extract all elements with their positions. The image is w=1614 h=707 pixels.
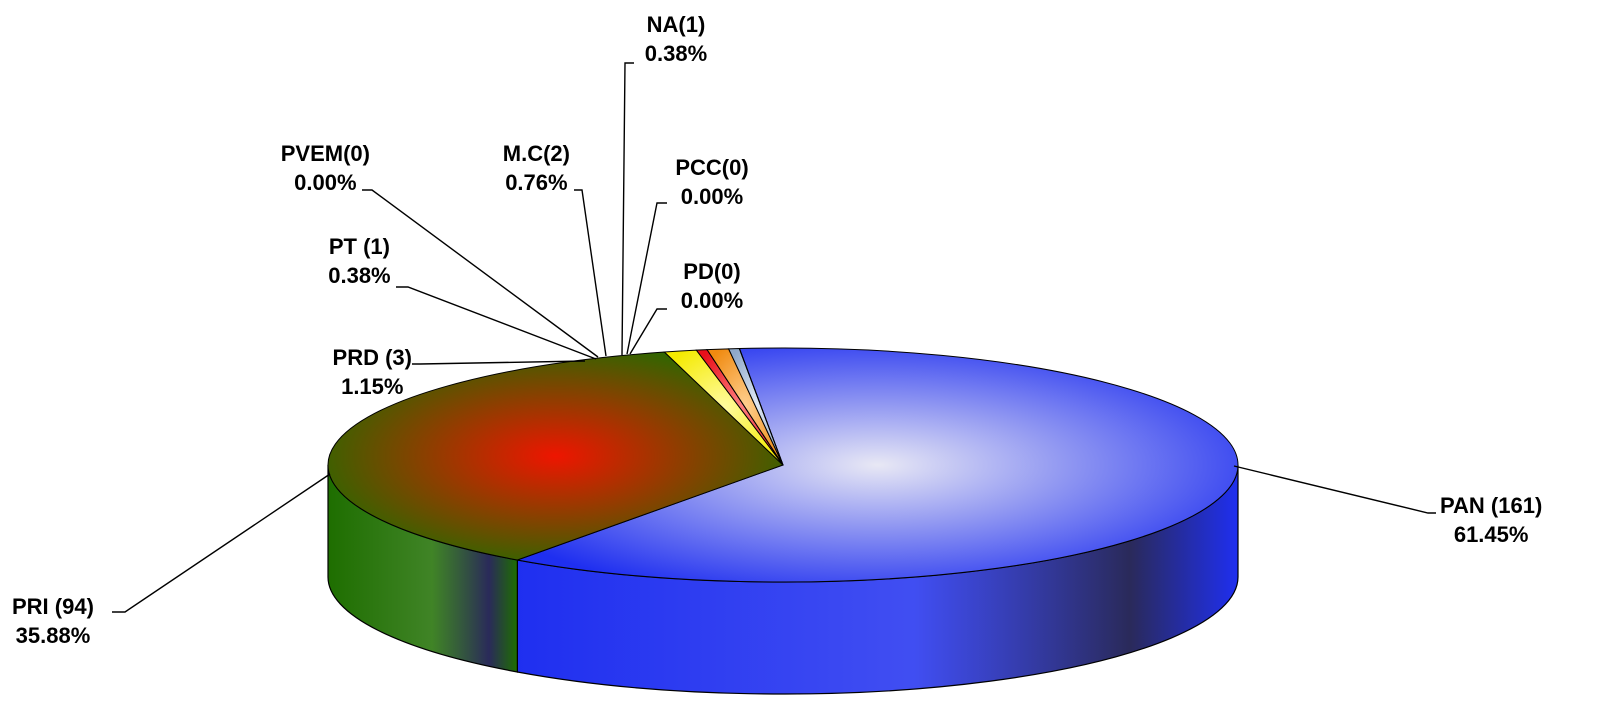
slice-labels: PAN (161) 61.45% PRI (94) 35.88% PRD (3) 1.15… (12, 12, 1542, 648)
slice-label-m-c: M.C(2) (503, 141, 570, 166)
leader-line-pri (112, 473, 331, 613)
slice-pri (327, 351, 784, 561)
slice-percent-pri: 35.88% (16, 623, 91, 648)
slice-pan (515, 347, 1239, 583)
slice-label-pd: PD(0) (683, 259, 740, 284)
slice-percent-pvem: 0.00% (294, 170, 356, 195)
leader-line-pvem (362, 189, 599, 358)
slice-label-pcc: PCC(0) (675, 155, 748, 180)
slice-percent-pd: 0.00% (681, 288, 743, 313)
leader-line-m-c (574, 189, 607, 357)
slice-na (727, 348, 784, 466)
slice-percent-pt: 0.38% (328, 263, 390, 288)
leader-lines (112, 62, 1436, 613)
slice-label-prd: PRD (3) (333, 345, 412, 370)
slice-label-pt: PT (1) (329, 234, 390, 259)
slice-label-na: NA(1) (647, 12, 706, 37)
slice-percent-na: 0.38% (645, 41, 707, 66)
slice-percent-pan: 61.45% (1454, 522, 1529, 547)
leader-line-na (621, 62, 634, 356)
leader-line-pan (1233, 465, 1436, 514)
slice-percent-pcc: 0.00% (681, 184, 743, 209)
slice-percent-m-c: 0.76% (505, 170, 567, 195)
leader-line-pt (396, 286, 597, 360)
slice-label-pri: PRI (94) (12, 594, 94, 619)
slice-percent-prd: 1.15% (341, 374, 403, 399)
slice-label-pan: PAN (161) (1440, 493, 1542, 518)
slice-label-pvem: PVEM(0) (281, 141, 370, 166)
slice-pd (738, 348, 784, 466)
leader-line-pcc (626, 202, 667, 355)
pie-top-face (327, 347, 1239, 583)
leader-line-prd (412, 360, 586, 365)
leader-line-pd (629, 308, 667, 355)
